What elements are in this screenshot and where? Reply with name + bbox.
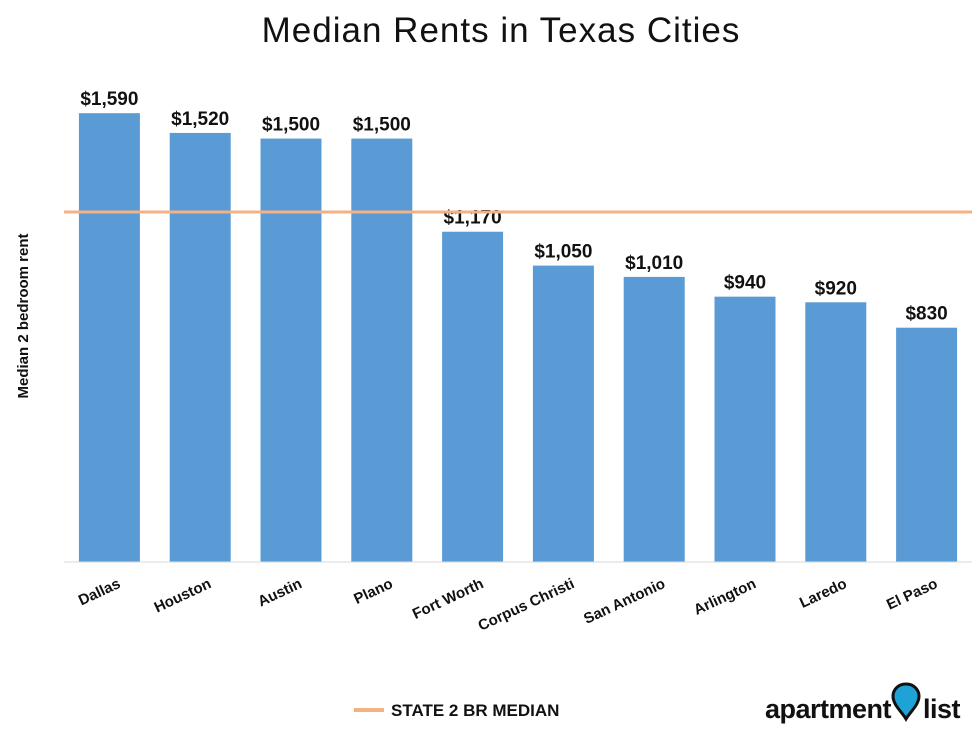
value-label-arlington: $940 [724, 273, 766, 294]
value-label-austin: $1,500 [262, 115, 320, 136]
chart-title: Median Rents in Texas Cities [262, 11, 741, 50]
y-axis-label: Median 2 bedroom rent [15, 233, 32, 398]
bar-corpus-christi [532, 265, 594, 562]
value-label-plano: $1,500 [353, 115, 411, 136]
bars-layer [78, 113, 958, 563]
value-labels-layer: $1,590$1,520 $1,500 $1,500$1,170$1,050$1,0… [80, 89, 947, 325]
legend: STATE 2 BR MEDIAN [354, 701, 559, 720]
category-label-houston: Houston [152, 575, 214, 616]
category-label-plano: Plano [351, 575, 395, 608]
category-label-corpus-christi: Corpus Christi [475, 575, 577, 634]
bar-laredo [805, 302, 867, 562]
bar-plano [351, 138, 413, 563]
value-label-san-antonio: $1,010 [625, 253, 683, 274]
category-labels-layer: Dallas Houston Austin Plano Fort WorthCorpus… [76, 575, 940, 634]
category-label-san-antonio: San Antonio [581, 575, 668, 628]
value-label-laredo: $920 [815, 278, 857, 299]
bar-houston [169, 132, 231, 562]
apartment-list-logo: apartment list [765, 682, 961, 724]
value-label-el-paso: $830 [905, 304, 947, 325]
category-label-dallas: Dallas [76, 575, 123, 609]
category-label-fort-worth: Fort Worth [410, 575, 486, 623]
location-pin-icon [891, 682, 921, 723]
category-label-austin: Austin [255, 575, 304, 610]
value-label-houston: $1,520 [171, 109, 229, 130]
value-label-dallas: $1,590 [80, 89, 138, 110]
category-label-el-paso: El Paso [884, 575, 940, 613]
logo-text-list: list [923, 694, 961, 724]
bar-fort-worth [442, 231, 504, 562]
logo-text-apartment: apartment [765, 694, 892, 724]
bar-dallas [78, 113, 140, 562]
category-label-arlington: Arlington [691, 575, 759, 619]
category-label-laredo: Laredo [797, 575, 850, 612]
legend-label-state-median: STATE 2 BR MEDIAN [391, 701, 559, 720]
bar-san-antonio [623, 276, 685, 562]
bar-arlington [714, 296, 776, 562]
value-label-corpus-christi: $1,050 [534, 242, 592, 263]
bar-el-paso [896, 327, 958, 562]
bar-austin [260, 138, 322, 563]
